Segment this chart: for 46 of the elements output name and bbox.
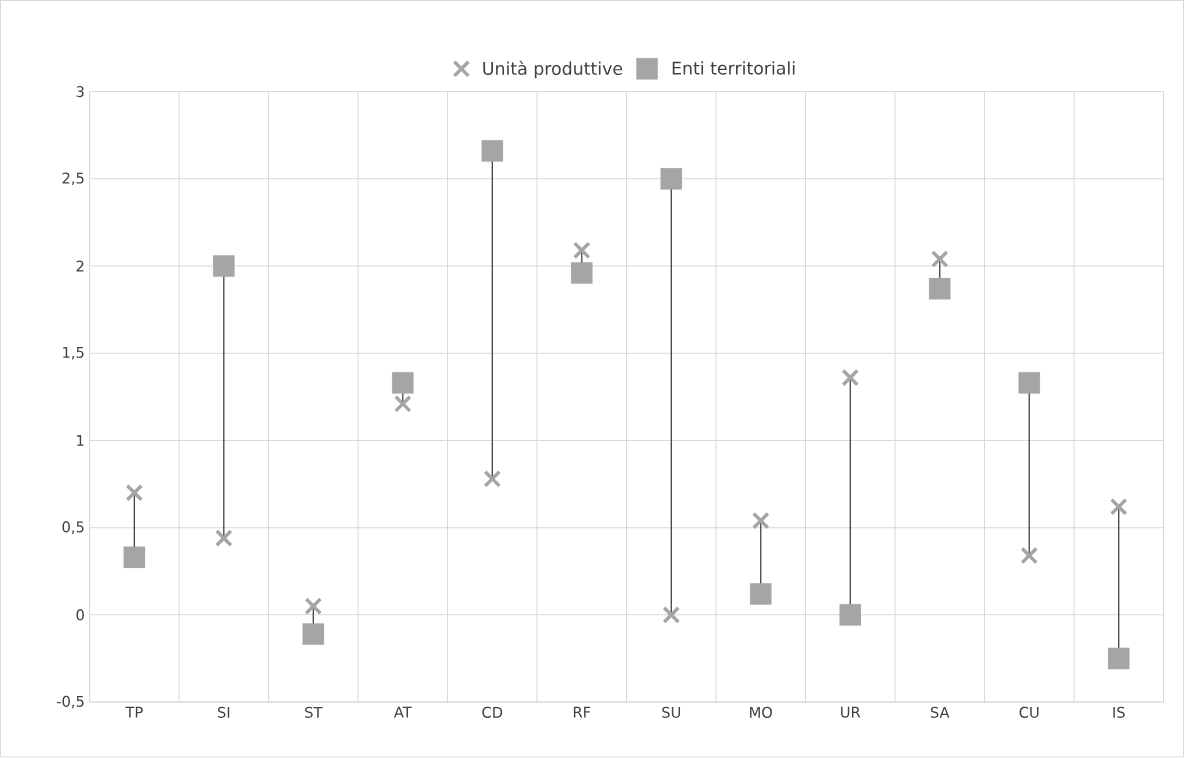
y-tick-label: 2 <box>76 260 84 272</box>
point <box>660 168 683 190</box>
point <box>930 250 949 269</box>
point <box>393 395 412 413</box>
point <box>213 255 235 277</box>
point <box>392 372 414 394</box>
point <box>841 369 860 387</box>
point <box>1018 372 1040 394</box>
point <box>839 604 862 626</box>
point <box>304 597 323 616</box>
point <box>483 470 502 488</box>
point <box>572 241 591 260</box>
point <box>750 583 772 605</box>
y-tick-label: 0,5 <box>62 521 84 535</box>
point <box>125 484 144 502</box>
legend-label: Enti territoriali <box>672 61 795 75</box>
x-tick-label: TP <box>125 706 143 718</box>
point <box>481 140 504 162</box>
point <box>1107 647 1130 670</box>
point <box>751 512 770 530</box>
point <box>1020 546 1039 565</box>
x-tick-label: CU <box>1019 706 1039 719</box>
point <box>662 606 681 624</box>
point <box>571 262 593 284</box>
x-tick-label: UR <box>841 706 861 718</box>
x-tick-label: SU <box>662 706 681 719</box>
y-tick-label: 3 <box>76 86 84 98</box>
y-tick-label: 1 <box>77 435 84 446</box>
point <box>929 278 951 300</box>
x-tick-label: AT <box>393 706 412 718</box>
y-tick-label: 1,5 <box>63 347 84 360</box>
x-tick-label: IS <box>1113 706 1125 719</box>
point <box>1109 498 1128 516</box>
legend-label: Unità produttive <box>483 61 623 79</box>
x-tick-label: ST <box>305 706 323 719</box>
point <box>123 546 146 569</box>
x-tick-label: SA <box>930 706 950 719</box>
point <box>215 529 233 548</box>
y-tick-label: 0 <box>76 609 84 621</box>
y-tick-label: -0,5 <box>56 695 84 709</box>
y-tick-label: 2,5 <box>62 172 84 186</box>
x-tick-label: SI <box>217 706 230 719</box>
x-tick-label: MO <box>750 706 773 719</box>
x-tick-label: RF <box>573 706 591 718</box>
point <box>302 623 325 645</box>
x-tick-label: CD <box>482 706 503 719</box>
